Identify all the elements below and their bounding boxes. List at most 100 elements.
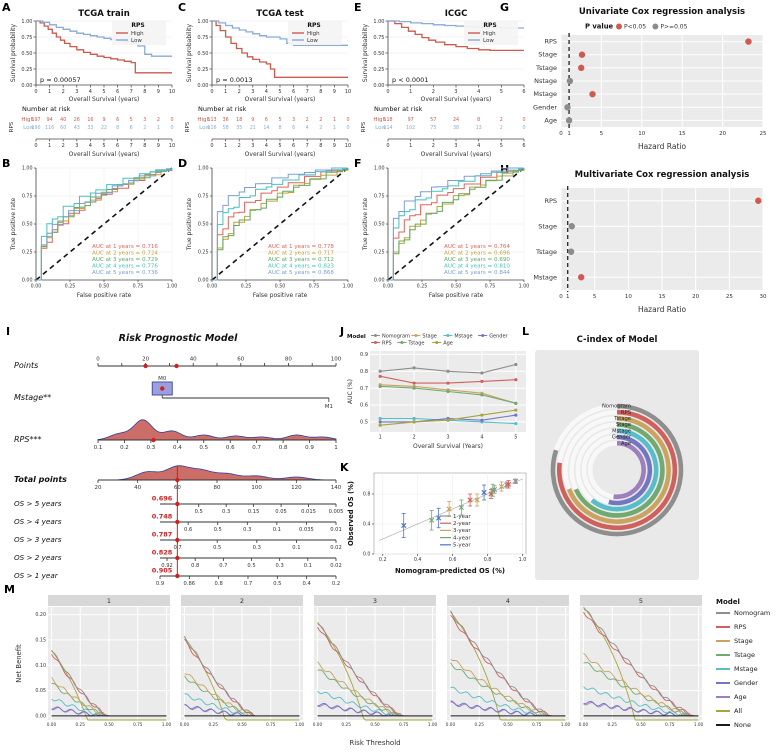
legend-label: All xyxy=(734,707,743,715)
dca-legend-item: Stage xyxy=(716,637,780,645)
svg-text:Survival probability: Survival probability xyxy=(186,24,193,83)
dca-legend-items: Nomogram RPS Stage Tstage Mstage Gender Age All… xyxy=(716,609,780,729)
svg-text:0: 0 xyxy=(522,117,525,123)
svg-text:1: 1 xyxy=(333,125,336,131)
svg-text:6: 6 xyxy=(116,143,119,149)
svg-text:0.75: 0.75 xyxy=(21,35,32,41)
svg-text:0.5: 0.5 xyxy=(247,563,255,569)
svg-text:1.00: 1.00 xyxy=(374,166,385,172)
svg-text:Nstage: Nstage xyxy=(534,77,557,85)
svg-text:4: 4 xyxy=(89,89,92,95)
svg-text:Mstage: Mstage xyxy=(454,333,472,339)
svg-text:False positive rate: False positive rate xyxy=(77,292,132,299)
svg-text:1-year: 1-year xyxy=(453,514,471,520)
svg-text:1.00: 1.00 xyxy=(22,166,33,172)
svg-text:3: 3 xyxy=(292,117,295,123)
svg-text:4: 4 xyxy=(89,143,92,149)
svg-text:0.905: 0.905 xyxy=(152,567,173,575)
svg-text:0.6: 0.6 xyxy=(449,557,457,563)
svg-text:High: High xyxy=(131,31,144,37)
svg-text:AUC at 2 years = 0.696: AUC at 2 years = 0.696 xyxy=(444,251,510,257)
svg-text:p = 0.00057: p = 0.00057 xyxy=(40,76,81,84)
svg-text:AUC (%): AUC (%) xyxy=(347,379,354,404)
svg-text:9: 9 xyxy=(157,89,160,95)
svg-text:Stage: Stage xyxy=(616,422,631,428)
svg-text:0.50: 0.50 xyxy=(198,222,209,228)
svg-text:0.696: 0.696 xyxy=(152,495,173,503)
dca-legend: Model Nomogram RPS Stage Tstage Mstage Gender… xyxy=(716,598,780,735)
svg-text:0.8: 0.8 xyxy=(363,492,371,498)
svg-text:Tstage: Tstage xyxy=(407,340,424,346)
svg-text:60: 60 xyxy=(60,125,66,131)
svg-text:2: 2 xyxy=(240,597,244,605)
dca-legend-item: Tstage xyxy=(716,651,780,659)
svg-text:M1: M1 xyxy=(325,404,333,410)
panel-letter-l: L xyxy=(522,325,530,338)
svg-text:0.05: 0.05 xyxy=(275,509,287,515)
svg-text:Tstage: Tstage xyxy=(613,416,631,422)
svg-text:116: 116 xyxy=(45,125,54,131)
svg-text:RPS: RPS xyxy=(382,340,392,346)
svg-text:ICGC: ICGC xyxy=(445,9,468,19)
svg-text:0.00: 0.00 xyxy=(579,722,589,727)
svg-text:2: 2 xyxy=(500,125,503,131)
svg-text:OS > 1 year: OS > 1 year xyxy=(14,571,59,580)
svg-text:18: 18 xyxy=(236,117,242,123)
svg-text:Survival probability: Survival probability xyxy=(10,24,17,83)
svg-text:0.92: 0.92 xyxy=(161,563,173,569)
svg-text:4: 4 xyxy=(477,89,480,95)
svg-text:AUC at 5 years = 0.868: AUC at 5 years = 0.868 xyxy=(268,270,334,276)
svg-text:4-year: 4-year xyxy=(453,535,471,541)
svg-text:40: 40 xyxy=(190,357,197,363)
svg-text:M0: M0 xyxy=(158,376,167,382)
svg-text:1: 1 xyxy=(333,117,336,123)
svg-text:3: 3 xyxy=(251,89,254,95)
svg-text:0.00: 0.00 xyxy=(197,83,208,89)
svg-text:3-year: 3-year xyxy=(453,528,471,534)
svg-text:p = 0.0013: p = 0.0013 xyxy=(216,76,252,84)
svg-text:5: 5 xyxy=(130,117,133,123)
svg-text:0.00: 0.00 xyxy=(31,284,42,290)
svg-text:20: 20 xyxy=(142,357,149,363)
svg-text:False positive rate: False positive rate xyxy=(429,292,484,299)
panel-letter-f: F xyxy=(354,157,362,170)
forest-plot-multivariate-cox: Multivariate Cox regression analysis 0 1 5 1… xyxy=(505,166,777,324)
svg-text:0.748: 0.748 xyxy=(152,513,173,521)
panel-letter-a: A xyxy=(2,1,11,14)
svg-text:6: 6 xyxy=(116,117,119,123)
svg-text:OS > 2 years: OS > 2 years xyxy=(14,553,62,562)
legend-swatch xyxy=(716,640,730,642)
svg-text:0.00: 0.00 xyxy=(373,83,384,89)
svg-text:0.4: 0.4 xyxy=(173,445,182,451)
svg-text:0.2: 0.2 xyxy=(120,445,129,451)
svg-text:AUC at 3 years = 0.712: AUC at 3 years = 0.712 xyxy=(268,257,334,263)
legend-swatch xyxy=(716,724,730,726)
svg-text:0.787: 0.787 xyxy=(152,531,173,539)
panel-letter-k: K xyxy=(340,461,349,474)
svg-text:Points: Points xyxy=(14,361,38,370)
svg-text:AUC at 1 years = 0.764: AUC at 1 years = 0.764 xyxy=(444,244,510,250)
svg-text:0.75: 0.75 xyxy=(22,194,33,200)
svg-text:0.50: 0.50 xyxy=(636,722,646,727)
svg-text:10: 10 xyxy=(169,143,175,149)
svg-text:Gender: Gender xyxy=(489,333,508,339)
svg-text:0.25: 0.25 xyxy=(76,722,86,727)
svg-text:0: 0 xyxy=(34,89,37,95)
svg-text:Risk Prognostic Model: Risk Prognostic Model xyxy=(119,333,238,344)
svg-text:0.6: 0.6 xyxy=(184,527,192,533)
svg-text:0: 0 xyxy=(346,117,349,123)
svg-text:0: 0 xyxy=(170,125,173,131)
svg-text:0.035: 0.035 xyxy=(299,527,314,533)
svg-text:10: 10 xyxy=(638,131,645,137)
svg-text:0.1: 0.1 xyxy=(273,527,281,533)
svg-text:Overall Survival (years): Overall Survival (years) xyxy=(245,151,316,157)
svg-text:0.5: 0.5 xyxy=(213,545,221,551)
svg-text:Overall Survival (years): Overall Survival (years) xyxy=(421,96,492,103)
svg-text:0.005: 0.005 xyxy=(329,509,344,515)
svg-text:118: 118 xyxy=(383,117,392,123)
svg-text:20: 20 xyxy=(95,485,102,491)
svg-text:10: 10 xyxy=(625,294,632,300)
svg-text:0.00: 0.00 xyxy=(374,278,385,284)
svg-text:AUC at 5 years = 0.736: AUC at 5 years = 0.736 xyxy=(92,270,158,276)
